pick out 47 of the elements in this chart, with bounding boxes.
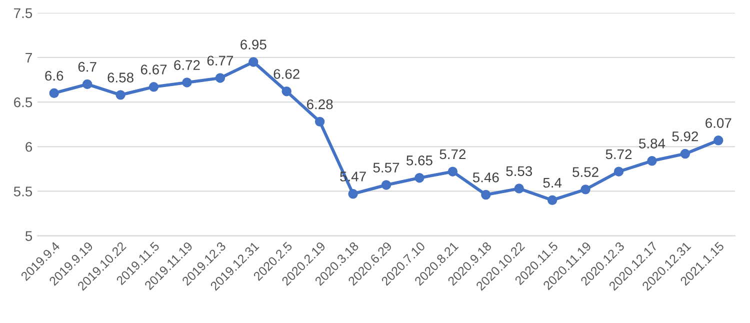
- y-tick-label: 6.5: [14, 97, 32, 108]
- data-label: 6.62: [274, 69, 300, 79]
- y-tick-label: 6: [26, 142, 32, 152]
- point: [547, 195, 558, 205]
- data-label: 5.53: [506, 166, 532, 176]
- point: [714, 136, 724, 146]
- point: [282, 86, 292, 96]
- y-tick-label: 7.5: [14, 8, 32, 18]
- point: [348, 189, 358, 199]
- point: [215, 73, 226, 83]
- data-label: 5.92: [672, 131, 698, 142]
- y-tick-label: 5.5: [14, 186, 32, 196]
- data-label: 5.46: [472, 172, 499, 182]
- point: [82, 79, 92, 90]
- data-label: 5.72: [606, 149, 632, 160]
- data-label: 6.6: [45, 70, 64, 81]
- y-tick-label: 7: [26, 52, 32, 63]
- data-label: 5.52: [572, 167, 598, 177]
- point: [248, 57, 258, 67]
- point: [680, 148, 690, 159]
- data-label: 5.72: [440, 149, 466, 160]
- point: [514, 184, 524, 194]
- point: [614, 166, 624, 176]
- data-label: 6.95: [240, 40, 266, 50]
- point: [647, 156, 657, 166]
- data-label: 6.58: [108, 72, 134, 82]
- data-label: 6.28: [307, 99, 333, 110]
- data-label: 6.77: [207, 56, 233, 66]
- data-label: 6.67: [140, 64, 167, 74]
- point: [580, 184, 590, 194]
- point: [448, 166, 458, 176]
- data-label: 5.65: [406, 156, 432, 166]
- point: [314, 116, 325, 127]
- data-label: 6.07: [706, 118, 732, 128]
- data-label: 6.7: [78, 62, 96, 72]
- data-label: 5.57: [373, 162, 400, 173]
- point: [182, 78, 192, 88]
- y-tick-label: 5: [25, 231, 32, 241]
- point: [381, 180, 392, 190]
- point: [148, 82, 159, 92]
- data-label: 6.72: [174, 60, 200, 70]
- data-label: 5.4: [543, 178, 562, 188]
- point: [481, 190, 491, 200]
- point: [116, 90, 126, 100]
- point: [414, 172, 424, 183]
- point: [49, 88, 59, 98]
- data-label: 5.84: [639, 138, 666, 148]
